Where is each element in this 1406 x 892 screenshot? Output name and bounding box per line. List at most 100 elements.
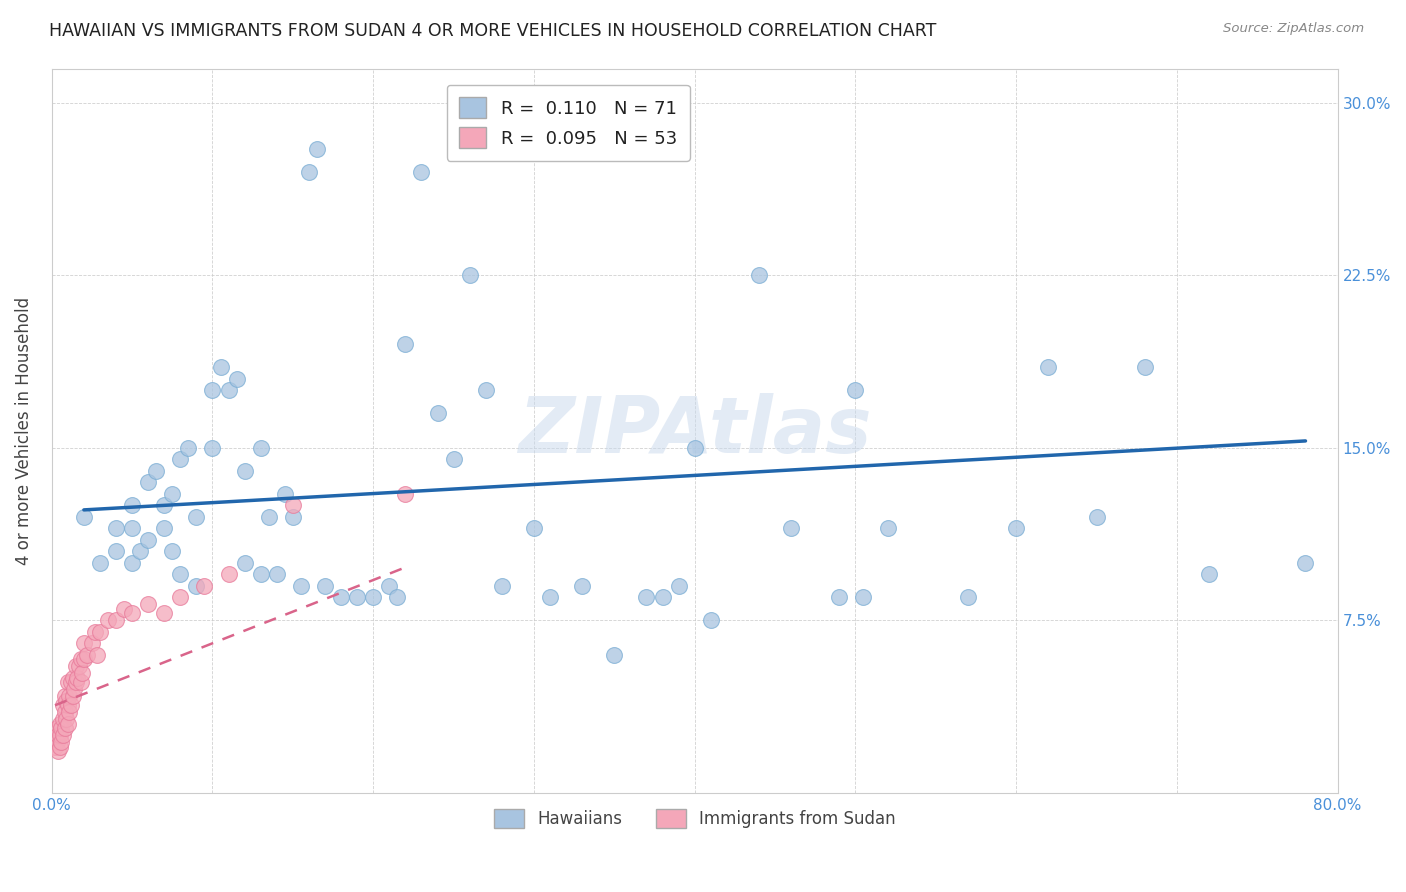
Point <box>209 360 232 375</box>
Point <box>73 509 96 524</box>
Point <box>52 728 75 742</box>
Point <box>298 165 321 179</box>
Point <box>201 441 224 455</box>
Point <box>186 579 208 593</box>
Point <box>53 689 76 703</box>
Point <box>233 464 256 478</box>
Point <box>63 682 86 697</box>
Point <box>491 579 513 593</box>
Point <box>1133 360 1156 375</box>
Point <box>112 601 135 615</box>
Point <box>828 591 851 605</box>
Text: Source: ZipAtlas.com: Source: ZipAtlas.com <box>1223 22 1364 36</box>
Point <box>426 406 449 420</box>
Point <box>177 441 200 455</box>
Point <box>105 613 128 627</box>
Point <box>281 509 304 524</box>
Legend: Hawaiians, Immigrants from Sudan: Hawaiians, Immigrants from Sudan <box>488 803 903 835</box>
Point <box>218 384 240 398</box>
Point <box>46 744 69 758</box>
Point <box>46 728 69 742</box>
Point <box>129 544 152 558</box>
Point <box>136 533 159 547</box>
Point <box>153 521 176 535</box>
Point <box>84 624 107 639</box>
Point <box>186 509 208 524</box>
Point <box>72 666 94 681</box>
Point <box>1038 360 1060 375</box>
Point <box>60 698 83 713</box>
Point <box>193 579 215 593</box>
Point <box>394 487 416 501</box>
Point <box>45 735 67 749</box>
Point <box>73 636 96 650</box>
Point <box>145 464 167 478</box>
Point <box>257 509 280 524</box>
Point <box>53 705 76 719</box>
Point <box>387 591 409 605</box>
Point <box>121 498 143 512</box>
Point <box>153 607 176 621</box>
Point <box>651 591 673 605</box>
Point <box>69 675 91 690</box>
Point <box>780 521 803 535</box>
Y-axis label: 4 or more Vehicles in Household: 4 or more Vehicles in Household <box>15 296 32 565</box>
Point <box>748 268 770 283</box>
Point <box>458 268 481 283</box>
Point <box>60 675 83 690</box>
Point <box>89 556 111 570</box>
Point <box>218 567 240 582</box>
Point <box>49 716 72 731</box>
Point <box>65 675 87 690</box>
Point <box>169 591 191 605</box>
Point <box>636 591 658 605</box>
Point <box>162 544 184 558</box>
Point <box>378 579 401 593</box>
Point <box>411 165 433 179</box>
Point <box>683 441 706 455</box>
Point <box>49 739 72 754</box>
Point <box>346 591 368 605</box>
Point <box>65 659 87 673</box>
Point <box>314 579 336 593</box>
Point <box>844 384 866 398</box>
Point <box>956 591 979 605</box>
Point <box>52 698 75 713</box>
Point <box>55 712 77 726</box>
Point <box>361 591 384 605</box>
Point <box>53 721 76 735</box>
Point <box>538 591 561 605</box>
Point <box>571 579 593 593</box>
Point <box>305 142 328 156</box>
Point <box>1005 521 1028 535</box>
Point <box>58 689 80 703</box>
Point <box>225 372 247 386</box>
Point <box>73 652 96 666</box>
Point <box>474 384 496 398</box>
Point <box>80 636 103 650</box>
Point <box>66 671 89 685</box>
Point <box>97 613 120 627</box>
Point <box>67 659 90 673</box>
Point <box>169 567 191 582</box>
Point <box>121 556 143 570</box>
Point <box>76 648 98 662</box>
Point <box>121 521 143 535</box>
Point <box>105 544 128 558</box>
Point <box>1198 567 1220 582</box>
Point <box>201 384 224 398</box>
Point <box>162 487 184 501</box>
Point <box>136 475 159 490</box>
Point <box>62 671 84 685</box>
Point <box>668 579 690 593</box>
Point <box>169 452 191 467</box>
Point <box>1295 556 1317 570</box>
Point <box>55 694 77 708</box>
Point <box>62 689 84 703</box>
Point <box>603 648 626 662</box>
Point <box>86 648 108 662</box>
Point <box>69 652 91 666</box>
Text: ZIPAtlas: ZIPAtlas <box>517 392 872 468</box>
Point <box>105 521 128 535</box>
Text: HAWAIIAN VS IMMIGRANTS FROM SUDAN 4 OR MORE VEHICLES IN HOUSEHOLD CORRELATION CH: HAWAIIAN VS IMMIGRANTS FROM SUDAN 4 OR M… <box>49 22 936 40</box>
